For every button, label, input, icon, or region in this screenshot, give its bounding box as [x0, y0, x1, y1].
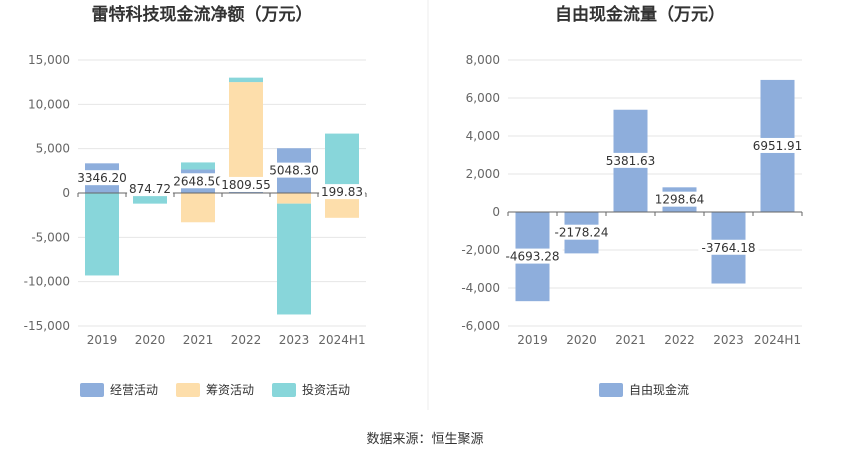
data-label-bg	[319, 184, 365, 200]
y-tick-label: 5,000	[36, 142, 70, 156]
x-category-label: 2021	[615, 333, 646, 347]
y-tick-label: -4,000	[461, 281, 500, 295]
y-tick-label: 15,000	[28, 53, 70, 67]
bar	[181, 162, 215, 170]
bar	[325, 133, 359, 192]
legend-swatch	[599, 383, 623, 397]
data-source: 数据来源：恒生聚源	[366, 432, 483, 447]
data-label-bg	[75, 170, 129, 186]
y-tick-label: -2,000	[461, 243, 500, 257]
legend-cash-flow: 经营活动 筹资活动 投资活动	[80, 382, 350, 397]
bar	[229, 77, 263, 83]
legend-swatch	[272, 383, 296, 397]
y-tick-label: -10,000	[24, 275, 70, 289]
data-label-bg	[171, 173, 225, 189]
data-label: 199.83	[321, 185, 363, 199]
y-tick-label: 10,000	[28, 97, 70, 111]
x-category-label: 2023	[713, 333, 744, 347]
y-tick-label: 4,000	[466, 129, 500, 143]
data-label-bg	[502, 248, 563, 264]
legend-label: 投资活动	[302, 382, 350, 397]
data-label: 2648.50	[173, 174, 223, 188]
x-category-label: 2024H1	[754, 333, 801, 347]
data-label: 1298.64	[655, 193, 705, 207]
y-tick-label: 2,000	[466, 167, 500, 181]
bar	[85, 193, 119, 276]
data-label-bg	[652, 191, 707, 207]
legend-label: 自由现金流	[629, 382, 689, 397]
x-category-label: 2021	[183, 333, 214, 347]
legend-swatch	[80, 383, 104, 397]
data-label-bg	[219, 176, 273, 192]
free-cash-flow-chart: -6,000 -4,000 -2,000 0 2,000 4,000 6,000 8,000 2…	[461, 53, 805, 347]
x-category-label: 2020	[135, 333, 166, 347]
legend-label: 筹资活动	[206, 383, 254, 397]
y-tick-label: 0	[492, 205, 500, 219]
data-label-bg	[551, 224, 612, 240]
data-label-bg	[267, 162, 321, 178]
legend-swatch	[176, 383, 200, 397]
data-label-bg	[750, 137, 805, 153]
y-tick-label: -6,000	[461, 319, 500, 333]
cash-flow-chart: -15,000 -10,000 -5,000 0 5,000 10,000 15,000 20…	[24, 53, 367, 347]
chart-title-free-cash-flow: 自由现金流量（万元）	[555, 4, 725, 25]
y-tick-label: -15,000	[24, 319, 70, 333]
bar	[277, 203, 311, 315]
y-tick-label: -5,000	[31, 230, 70, 244]
data-label: -3764.18	[702, 241, 756, 255]
y-tick-label: 6,000	[466, 91, 500, 105]
data-label-bg	[698, 239, 759, 255]
x-category-label: 2020	[566, 333, 597, 347]
x-category-label: 2022	[664, 333, 695, 347]
y-tick-label: 8,000	[466, 53, 500, 67]
data-label-bg	[603, 152, 658, 168]
x-category-label: 2022	[231, 333, 262, 347]
data-label: 5048.30	[269, 164, 319, 178]
y-tick-label: 0	[62, 186, 70, 200]
data-label: -2178.24	[555, 226, 609, 240]
data-label: 3346.20	[77, 171, 127, 185]
x-category-label: 2023	[279, 333, 310, 347]
legend-free-cash-flow: 自由现金流	[599, 382, 689, 397]
x-category-label: 2019	[87, 333, 118, 347]
legend-label: 经营活动	[110, 383, 158, 397]
data-label-bg	[127, 181, 173, 197]
bar	[229, 82, 263, 177]
data-label: 874.72	[129, 182, 171, 196]
chart-title-cash-flow: 雷特科技现金流净额（万元）	[92, 4, 313, 25]
x-category-label: 2019	[517, 333, 548, 347]
x-category-label: 2024H1	[318, 333, 365, 347]
data-label: 6951.91	[753, 139, 803, 153]
data-label: -4693.28	[506, 250, 560, 264]
bar	[277, 193, 311, 204]
data-label: 1809.55	[221, 178, 271, 192]
bar	[181, 193, 215, 223]
bar	[133, 193, 167, 204]
data-label: 5381.63	[606, 154, 656, 168]
